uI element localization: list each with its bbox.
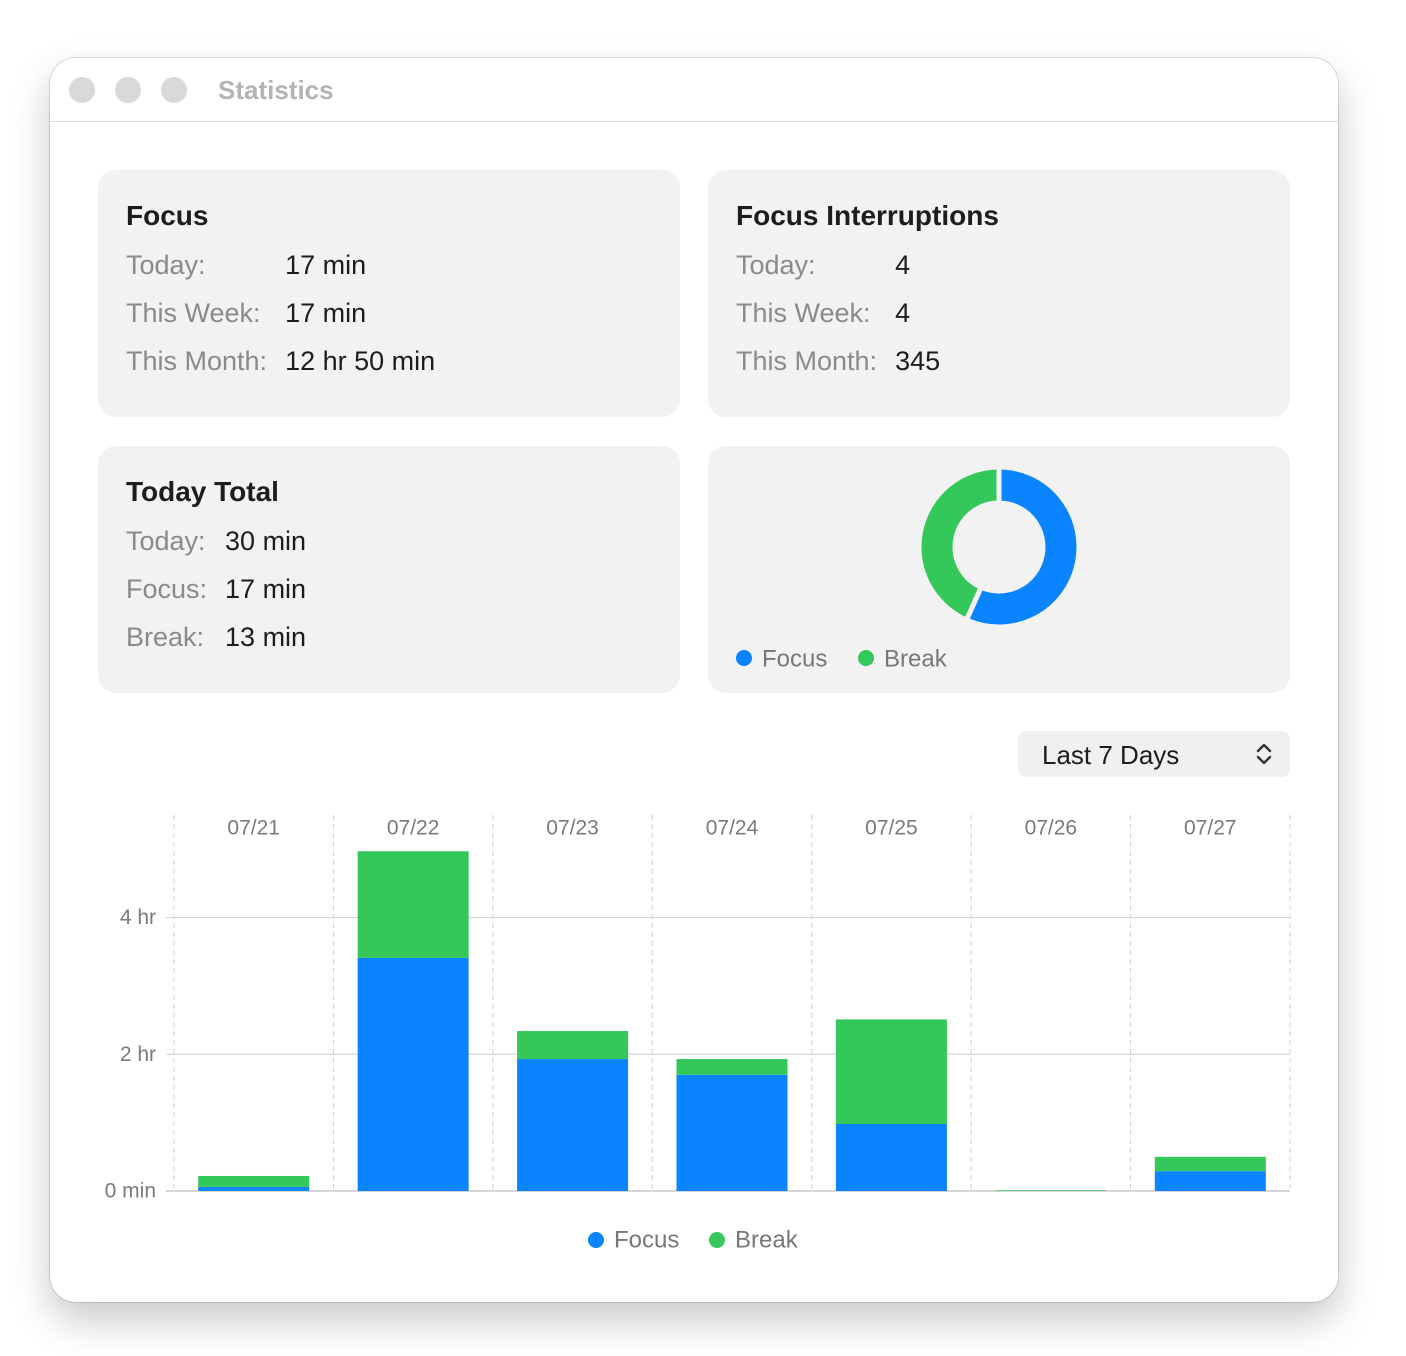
legend-label: Focus (614, 1226, 679, 1253)
card-rows: Today: 30 min Focus: 17 min Break: 13 min (126, 524, 652, 654)
row-value: 13 min (225, 622, 307, 652)
row-label: Today: (736, 250, 816, 280)
row-value: 4 (895, 298, 911, 328)
row-value: 17 min (285, 298, 367, 328)
bar-segment (1154, 1171, 1266, 1191)
row-value: 12 hr 50 min (285, 346, 436, 376)
legend-label: Break (884, 645, 948, 672)
row-label: Today: (126, 526, 206, 556)
donut-segment (963, 464, 1082, 630)
bar-segment (1154, 1156, 1266, 1172)
bar-segment (198, 1186, 310, 1191)
stat-card: Focus Today: 17 min This Week: 17 min This Mo… (98, 170, 680, 417)
bar-segment (995, 1190, 1107, 1191)
legend-label: Focus (762, 645, 827, 672)
x-tick-label: 07/27 (1184, 817, 1237, 840)
y-tick-label: 4 hr (120, 906, 156, 929)
window-title: Statistics (218, 75, 334, 105)
legend-dot (588, 1232, 604, 1248)
zoom-button[interactable] (161, 77, 187, 103)
row-value: 345 (895, 346, 941, 376)
row-value: 17 min (225, 574, 307, 604)
card-title: Focus (126, 200, 209, 231)
row-value: 17 min (285, 250, 367, 280)
bar-segment (517, 1059, 629, 1191)
title-bar: Statistics (50, 58, 1338, 122)
donut-segment (916, 464, 1002, 624)
row-label: This Month: (736, 346, 878, 376)
bar-segment (835, 1019, 947, 1125)
bar-segment (676, 1059, 788, 1075)
card-title: Today Total (126, 476, 279, 507)
legend-dot (736, 650, 752, 666)
row-value: 4 (895, 250, 911, 280)
row-label: Focus: (126, 574, 208, 604)
legend-dot (709, 1232, 725, 1248)
close-button[interactable] (69, 77, 95, 103)
card-rows: Today: 4 This Week: 4 This Month: 345 (736, 248, 1262, 378)
x-tick-label: 07/24 (706, 817, 759, 840)
row-label: This Month: (126, 346, 268, 376)
bar-segment (835, 1124, 947, 1191)
minimize-button[interactable] (115, 77, 141, 103)
y-tick-label: 0 min (105, 1180, 156, 1203)
x-tick-label: 07/21 (227, 817, 280, 840)
range-selector-label: Last 7 Days (1042, 740, 1180, 770)
chevron-icon (1256, 743, 1272, 765)
bar-segment (357, 851, 469, 958)
x-tick-label: 07/26 (1025, 817, 1078, 840)
bar-segment (198, 1175, 310, 1187)
range-selector[interactable]: Last 7 Days (1018, 731, 1290, 777)
card-rows: Today: 17 min This Week: 17 min This Month: 1… (126, 248, 652, 378)
row-label: This Week: (126, 298, 261, 328)
card-title: Focus Interruptions (736, 200, 999, 231)
bar-segment (517, 1031, 629, 1060)
row-label: Today: (126, 250, 206, 280)
x-tick-label: 07/25 (865, 817, 918, 840)
legend-label: Break (735, 1226, 799, 1253)
x-tick-label: 07/22 (387, 817, 440, 840)
row-value: 30 min (225, 526, 307, 556)
stat-card: Today Total Today: 30 min Focus: 17 min Break… (98, 446, 680, 693)
row-label: This Week: (736, 298, 871, 328)
stat-card: Focus Interruptions Today: 4 This Week: 4 Thi… (708, 170, 1290, 417)
bar-segment (676, 1074, 788, 1191)
legend-dot (858, 650, 874, 666)
row-label: Break: (126, 622, 205, 652)
y-tick-label: 2 hr (120, 1043, 156, 1066)
bar-segment (357, 957, 469, 1191)
x-tick-label: 07/23 (546, 817, 599, 840)
